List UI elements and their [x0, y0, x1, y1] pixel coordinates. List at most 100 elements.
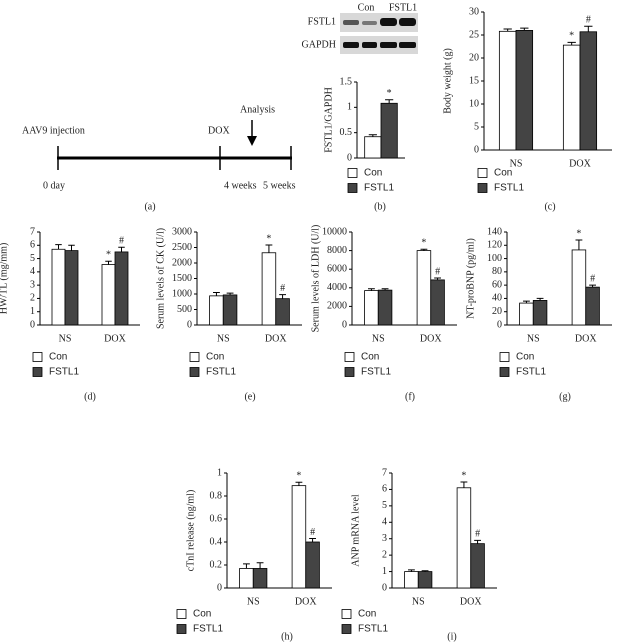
- label: Analysis: [240, 104, 275, 115]
- y-tick-label: 0: [30, 319, 35, 330]
- y-tick-label: 1: [382, 566, 387, 577]
- significance: *: [106, 250, 111, 261]
- y-tick-label: 0.2: [210, 559, 223, 570]
- legend-label: Con: [516, 352, 534, 363]
- y-tick-label: 5: [474, 121, 479, 132]
- legend-swatch: [341, 609, 352, 619]
- legend-swatch: [189, 367, 200, 377]
- legend-swatch: [176, 624, 187, 634]
- error-bar: [385, 99, 394, 104]
- y-tick-label: 8000: [327, 245, 347, 256]
- error-bar: [503, 28, 512, 32]
- row-label: GAPDH: [302, 39, 336, 50]
- bar: [417, 571, 433, 589]
- bar: [114, 251, 129, 326]
- legend-swatch: [477, 168, 488, 178]
- y-axis-label: ANP mRNA level: [350, 494, 361, 567]
- error-bar: [256, 562, 264, 569]
- legend-label: FSTL1: [364, 183, 394, 194]
- x-tick-label: DOX: [420, 333, 442, 344]
- legend-label: FSTL1: [49, 367, 79, 378]
- bar: [456, 487, 472, 589]
- y-tick-label: 2: [382, 549, 387, 560]
- y-tick-label: 25: [469, 29, 479, 40]
- panel-label: (g): [559, 391, 571, 402]
- error-bar: [575, 239, 583, 250]
- significance: *: [296, 470, 301, 481]
- significance: *: [421, 238, 426, 249]
- bar: [404, 571, 419, 589]
- y-tick-label: 4: [382, 517, 387, 528]
- error-bar: [408, 569, 415, 572]
- y-tick-label: 0.6: [210, 513, 223, 524]
- error-bar: [520, 27, 529, 31]
- error-bar: [309, 538, 316, 542]
- significance: #: [586, 15, 591, 26]
- significance: *: [461, 470, 466, 481]
- y-tick-label: 4000: [327, 282, 347, 293]
- bar: [222, 294, 238, 326]
- legend-label: FSTL1: [193, 624, 223, 635]
- y-tick-label: 30: [469, 6, 479, 17]
- y-tick-label: 6: [30, 240, 35, 251]
- bar: [364, 136, 382, 159]
- error-bar: [118, 246, 125, 252]
- y-tick-label: 7: [30, 226, 35, 237]
- bar: [209, 295, 224, 326]
- y-tick-label: 3: [382, 533, 387, 544]
- blot-strip: [340, 13, 418, 32]
- y-tick-label: 500: [177, 304, 192, 315]
- significance: #: [119, 236, 124, 247]
- x-tick-label: NS: [247, 596, 260, 607]
- significance: *: [387, 88, 392, 99]
- legend-swatch: [477, 183, 488, 193]
- y-tick-label: 5: [30, 253, 35, 264]
- y-tick-label: 0: [217, 582, 222, 593]
- bar: [51, 248, 66, 326]
- y-tick-label: 0: [347, 152, 352, 163]
- legend-label: FSTL1: [206, 367, 236, 378]
- y-tick-label: 0.5: [340, 127, 353, 138]
- error-bar: [460, 481, 468, 488]
- legend-label: Con: [364, 168, 382, 179]
- significance: *: [266, 233, 271, 244]
- error-bar: [420, 248, 428, 251]
- bar: [380, 102, 398, 159]
- legend-swatch: [176, 609, 187, 619]
- legend-label: Con: [49, 352, 67, 363]
- y-tick-label: 3: [30, 279, 35, 290]
- legend-label: FSTL1: [516, 367, 546, 378]
- error-bar: [589, 284, 596, 288]
- error-bar: [536, 297, 544, 301]
- y-tick-label: 15: [469, 75, 479, 86]
- error-bar: [368, 134, 377, 137]
- x-tick-label: DOX: [575, 333, 597, 344]
- legend-swatch: [32, 352, 43, 362]
- band: [399, 18, 416, 26]
- y-tick-label: 4: [30, 266, 35, 277]
- y-tick-label: 0: [497, 319, 502, 330]
- label: 5 weeks: [263, 180, 296, 191]
- panel-label: (b): [374, 201, 386, 212]
- panel-label: (e): [244, 391, 255, 402]
- bar: [252, 568, 268, 589]
- row-label: FSTL1: [308, 16, 336, 27]
- error-bar: [523, 300, 530, 304]
- lane-label: Con: [358, 2, 375, 13]
- x-tick-label: DOX: [295, 596, 317, 607]
- band: [362, 42, 377, 48]
- legend-swatch: [344, 352, 355, 362]
- error-bar: [226, 292, 234, 295]
- bar: [261, 252, 277, 326]
- error-bar: [368, 288, 375, 291]
- bar: [579, 31, 598, 151]
- timeline: AAV9 injection DOX Analysis 0 day 4 week…: [22, 104, 296, 212]
- legend-label: Con: [193, 609, 211, 620]
- error-bar: [279, 294, 286, 299]
- y-tick-label: 2000: [327, 301, 347, 312]
- band: [399, 42, 416, 48]
- panel-label: (i): [447, 631, 456, 642]
- bar: [291, 485, 307, 589]
- y-tick-label: 0: [474, 144, 479, 155]
- bar: [377, 289, 393, 326]
